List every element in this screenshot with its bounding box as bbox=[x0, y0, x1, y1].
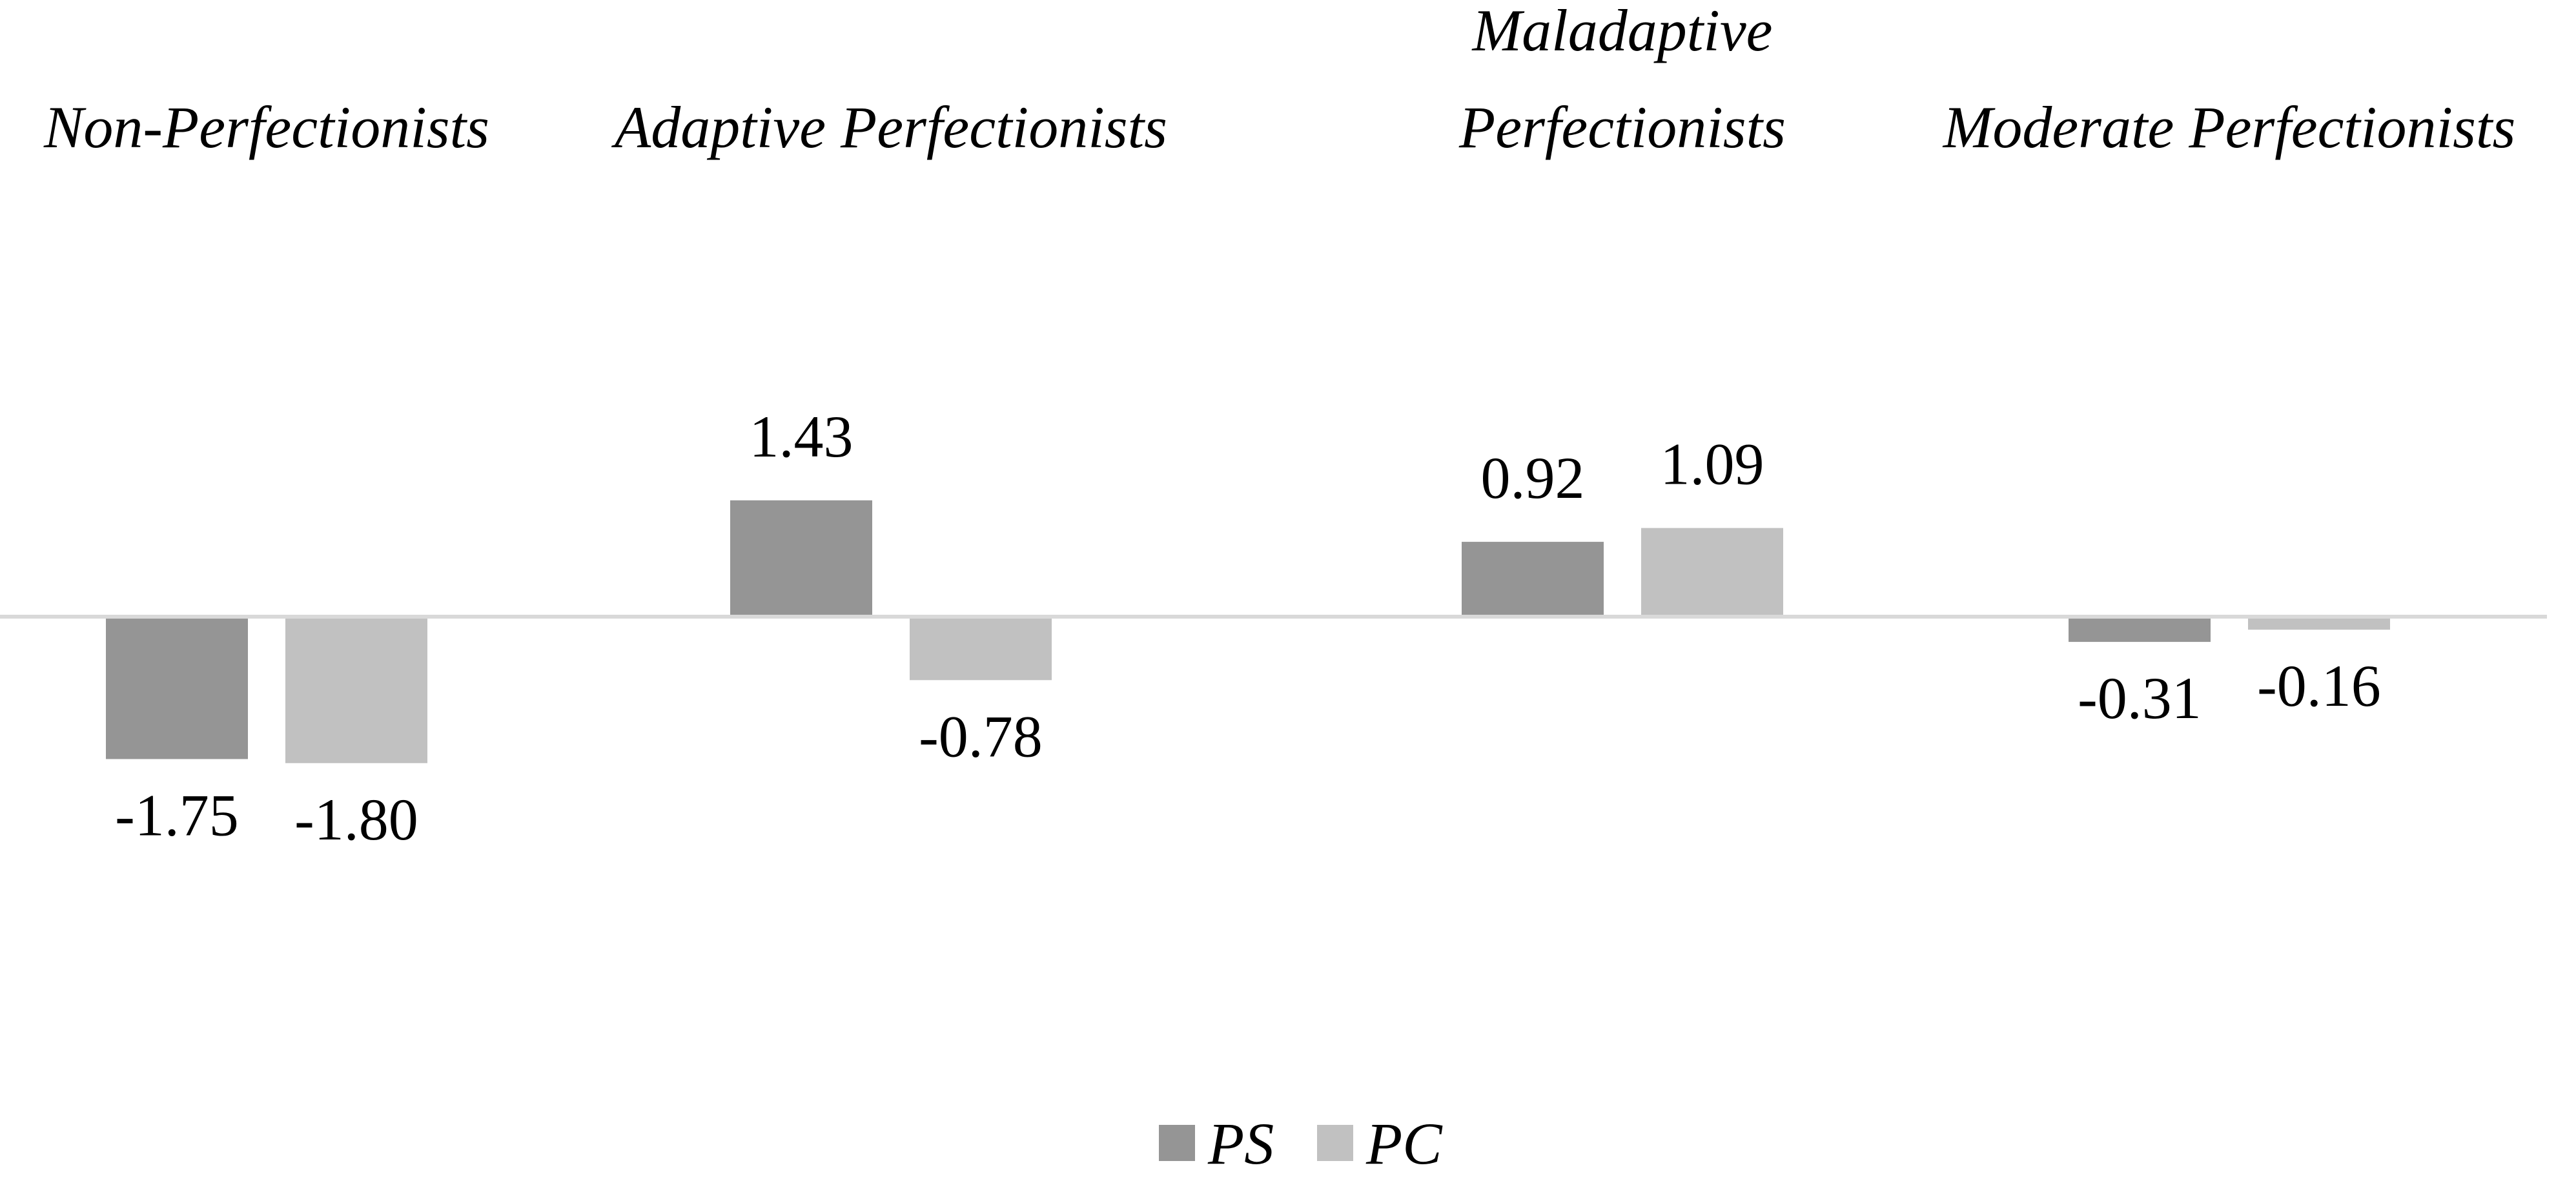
category-label: Perfectionists bbox=[1458, 94, 1786, 160]
category-labels: Non-Perfectionists Adaptive Perfectionist… bbox=[43, 0, 2515, 160]
bar-pc-0 bbox=[285, 617, 427, 763]
data-label-pc-0: -1.80 bbox=[294, 787, 418, 852]
category-label: Non-Perfectionists bbox=[43, 94, 489, 160]
bar-ps-1 bbox=[730, 500, 872, 617]
data-label-pc-2: 1.09 bbox=[1661, 431, 1764, 497]
bar-ps-3 bbox=[2069, 617, 2211, 643]
legend-swatch-pc bbox=[1317, 1125, 1353, 1161]
category-label: Moderate Perfectionists bbox=[1942, 94, 2516, 160]
data-label-ps-3: -0.31 bbox=[2078, 665, 2202, 731]
bar-ps-2 bbox=[1462, 542, 1604, 617]
legend: PS PC bbox=[1159, 1111, 1443, 1177]
legend-label-pc: PC bbox=[1365, 1111, 1443, 1177]
bar-pc-2 bbox=[1641, 528, 1783, 617]
category-label: Adaptive Perfectionists bbox=[611, 94, 1167, 160]
legend-swatch-ps bbox=[1159, 1125, 1195, 1161]
data-label-pc-3: -0.16 bbox=[2257, 653, 2381, 719]
data-label-ps-0: -1.75 bbox=[115, 783, 239, 848]
bars bbox=[106, 500, 2390, 763]
bar-ps-0 bbox=[106, 617, 248, 759]
data-label-ps-2: 0.92 bbox=[1481, 445, 1585, 511]
bar-pc-1 bbox=[910, 617, 1052, 681]
category-label: Maladaptive bbox=[1471, 0, 1773, 63]
legend-label-ps: PS bbox=[1207, 1111, 1274, 1177]
data-label-ps-1: 1.43 bbox=[750, 404, 854, 469]
data-label-pc-1: -0.78 bbox=[919, 703, 1043, 769]
data-labels: -1.75 1.43 0.92 -0.31 -1.80 -0.78 1.09 -0.16 bbox=[115, 404, 2381, 852]
bar-pc-3 bbox=[2248, 617, 2390, 630]
